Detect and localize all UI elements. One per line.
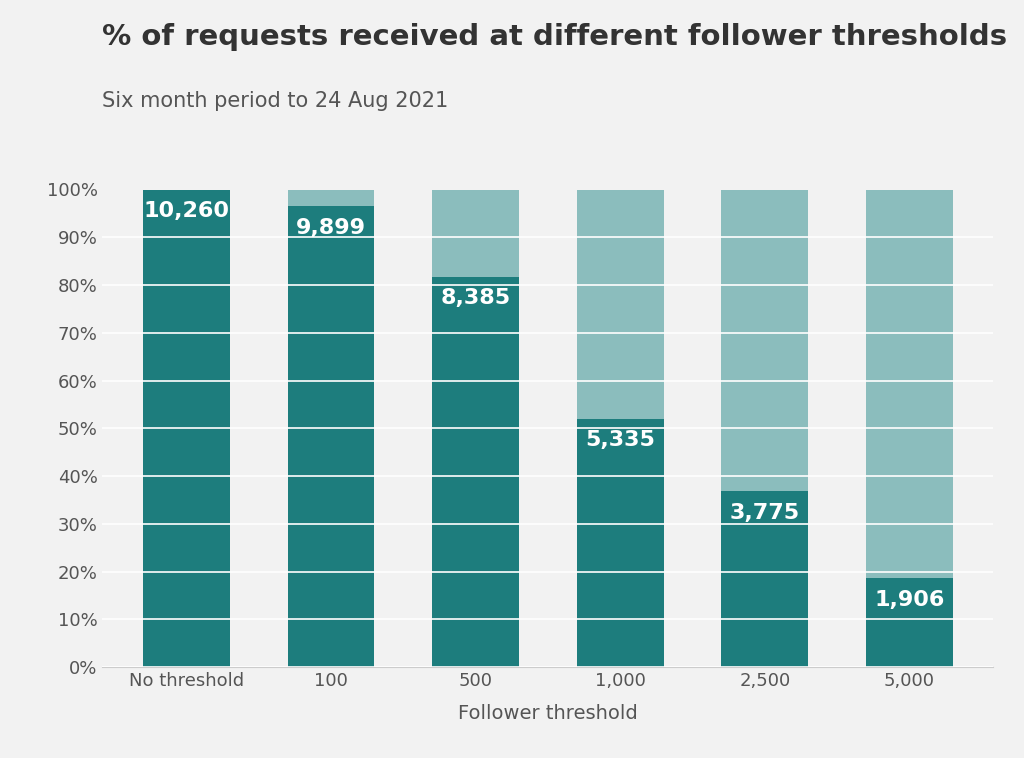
Text: 8,385: 8,385 <box>440 288 511 309</box>
Bar <box>577 418 664 667</box>
Bar <box>288 206 375 667</box>
Bar <box>721 491 808 667</box>
Bar <box>432 190 519 277</box>
Bar <box>143 190 229 667</box>
Text: Six month period to 24 Aug 2021: Six month period to 24 Aug 2021 <box>102 91 449 111</box>
Text: 10,260: 10,260 <box>143 201 229 221</box>
Text: % of requests received at different follower thresholds: % of requests received at different foll… <box>102 23 1008 51</box>
Bar <box>721 190 808 491</box>
Bar <box>866 190 952 578</box>
Bar <box>432 277 519 667</box>
Bar <box>866 578 952 667</box>
X-axis label: Follower threshold: Follower threshold <box>458 703 638 723</box>
Text: 1,906: 1,906 <box>874 590 944 610</box>
Text: 9,899: 9,899 <box>296 218 366 238</box>
Bar <box>288 190 375 206</box>
Text: 5,335: 5,335 <box>585 431 655 450</box>
Bar <box>577 190 664 418</box>
Text: 3,775: 3,775 <box>730 503 800 523</box>
